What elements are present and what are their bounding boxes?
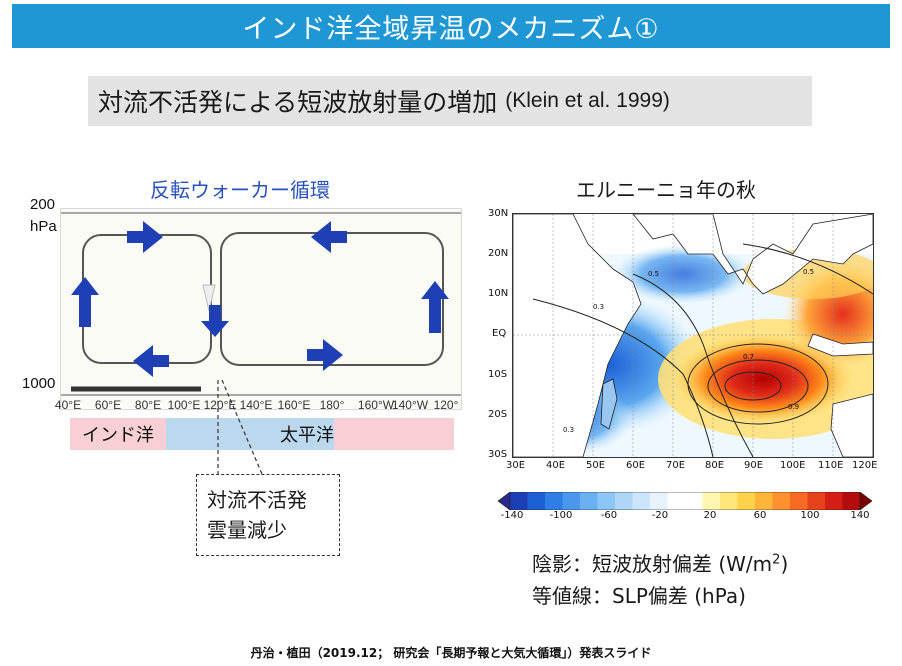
map-lon-tick-label: 90E: [744, 460, 764, 471]
subtitle-text: 対流不活発による短波放射量の増加: [98, 88, 498, 117]
contour-label: 0.5: [648, 270, 659, 278]
colorbar-svg: [497, 491, 873, 511]
indonesia-landmass: [807, 333, 873, 357]
asia-landmass: [632, 214, 873, 295]
ocean-label-indian: インド洋: [70, 418, 166, 450]
pressure-unit-hpa: hPa: [30, 218, 57, 235]
ocean-label-pacific: 太平洋: [230, 418, 334, 450]
map-lon-tick-label: 110E: [818, 460, 844, 471]
lat-tick-label: 10S: [488, 369, 508, 380]
legend-shading-superscript: 2: [772, 552, 781, 568]
subtitle-reference: (Klein et al. 1999): [505, 89, 670, 112]
callout-line-2: 雲量減少: [207, 518, 287, 542]
convection-callout: 対流不活発 雲量減少: [196, 474, 340, 556]
pressure-label-1000: 1000: [22, 375, 56, 392]
arrow-up-icon: [71, 277, 99, 327]
subtitle-box: 対流不活発による短波放射量の増加 (Klein et al. 1999): [88, 76, 812, 126]
africa-landmass: [513, 214, 642, 457]
slp-contours: [532, 243, 873, 457]
lat-tick-label: 20S: [488, 409, 508, 420]
contour-label: 0.3: [593, 303, 604, 311]
map-svg: 0.3 0.5 0.7 0.9 0.5 0.3: [513, 214, 873, 457]
pressure-label-200: 200: [30, 196, 56, 213]
callout-line-1: 対流不活発: [207, 488, 307, 512]
circulation-arrows: [71, 221, 449, 377]
colorbar-tick-label: -20: [651, 510, 669, 521]
arrow-down-icon: [201, 305, 229, 337]
sw-radiation-anomaly-map: 0.3 0.5 0.7 0.9 0.5 0.3: [512, 213, 874, 458]
left-circulation-cell: [82, 234, 212, 364]
legend-contour: 等値線：SLP偏差 (hPa): [532, 584, 746, 608]
legend-shading: 陰影：短波放射偏差 (W/m2): [532, 548, 788, 577]
colorbar-tick-label: 60: [753, 510, 767, 521]
map-lon-tick-label: 50E: [586, 460, 606, 471]
lon-tick-label: 160°W: [357, 398, 395, 412]
map-lon-tick-label: 40E: [546, 460, 566, 471]
lat-tick-label: 30S: [488, 449, 508, 460]
legend-shading-text: 陰影：短波放射偏差 (W/m: [532, 552, 773, 576]
ocean-overlap-band: [166, 418, 230, 450]
lon-tick-label: 120°E: [203, 398, 237, 412]
map-lon-tick-label: 100E: [780, 460, 806, 471]
contour-label: 0.9: [788, 403, 799, 411]
ocean-label-indian-text: インド洋: [82, 425, 154, 446]
lat-tick-label: 10N: [488, 288, 509, 299]
colorbar-tick-label: 140: [850, 510, 870, 521]
colorbar-tick-label: 20: [703, 510, 717, 521]
lon-tick-label: 160°E: [277, 398, 311, 412]
lon-tick-label: 80°E: [134, 398, 162, 412]
lon-tick-label: 140°E: [239, 398, 273, 412]
colorbar-tick-label: -60: [600, 510, 618, 521]
ocean-label-pacific-text: 太平洋: [280, 425, 334, 446]
lat-tick-label: 20N: [488, 248, 509, 259]
map-lon-tick-label: 70E: [666, 460, 686, 471]
lon-tick-label: 180°: [319, 398, 345, 412]
contour-label: 0.5: [803, 268, 814, 276]
legend-shading-end: ): [780, 552, 789, 576]
arrow-right-icon: [127, 221, 163, 253]
map-lon-tick-label: 120E: [852, 460, 878, 471]
slide-footer: 丹治・植田（2019.12； 研究会「長期予報と大気大循環」）発表スライド: [250, 646, 652, 660]
colorbar-tick-label: -140: [500, 510, 524, 521]
arrow-left-icon: [133, 345, 169, 377]
lon-tick-label: 120°: [433, 398, 459, 412]
slide-title-text: インド洋全域昇温のメカニズム①: [242, 13, 660, 45]
arrow-left-icon: [311, 221, 347, 253]
map-lon-tick-label: 30E: [506, 460, 526, 471]
slide-title: インド洋全域昇温のメカニズム①: [12, 4, 890, 48]
lat-tick-label: EQ: [492, 328, 507, 339]
contour-label: 0.7: [743, 353, 754, 361]
right-circulation-cell: [220, 232, 444, 366]
contour-label: 0.3: [563, 426, 574, 434]
map-panel-title: エルニーニョ年の秋: [576, 178, 756, 202]
walker-panel-title: 反転ウォーカー循環: [150, 178, 330, 202]
colorbar-tick-label: -100: [549, 510, 573, 521]
arrow-right-icon: [307, 339, 343, 371]
colorbar-tick-label: 100: [800, 510, 820, 521]
walker-circulation-diagram: [60, 208, 462, 410]
colorbar: [497, 491, 873, 511]
australia-landmass: [830, 393, 873, 457]
lon-tick-label: 40°E: [54, 398, 82, 412]
ocean-pacific-east-band: [334, 418, 454, 450]
map-lon-tick-label: 60E: [626, 460, 646, 471]
walker-circulation-svg: [61, 212, 461, 396]
lon-tick-label: 100°E: [167, 398, 201, 412]
lon-tick-label: 140°W: [391, 398, 429, 412]
lon-tick-label: 60°E: [94, 398, 122, 412]
walker-longitude-axis: 40°E 60°E 80°E 100°E 120°E 140°E 160°E 1…: [48, 398, 468, 414]
arrow-up-icon: [421, 281, 449, 333]
madagascar-landmass: [600, 378, 618, 430]
lat-tick-label: 30N: [488, 208, 509, 219]
map-lon-tick-label: 80E: [705, 460, 725, 471]
